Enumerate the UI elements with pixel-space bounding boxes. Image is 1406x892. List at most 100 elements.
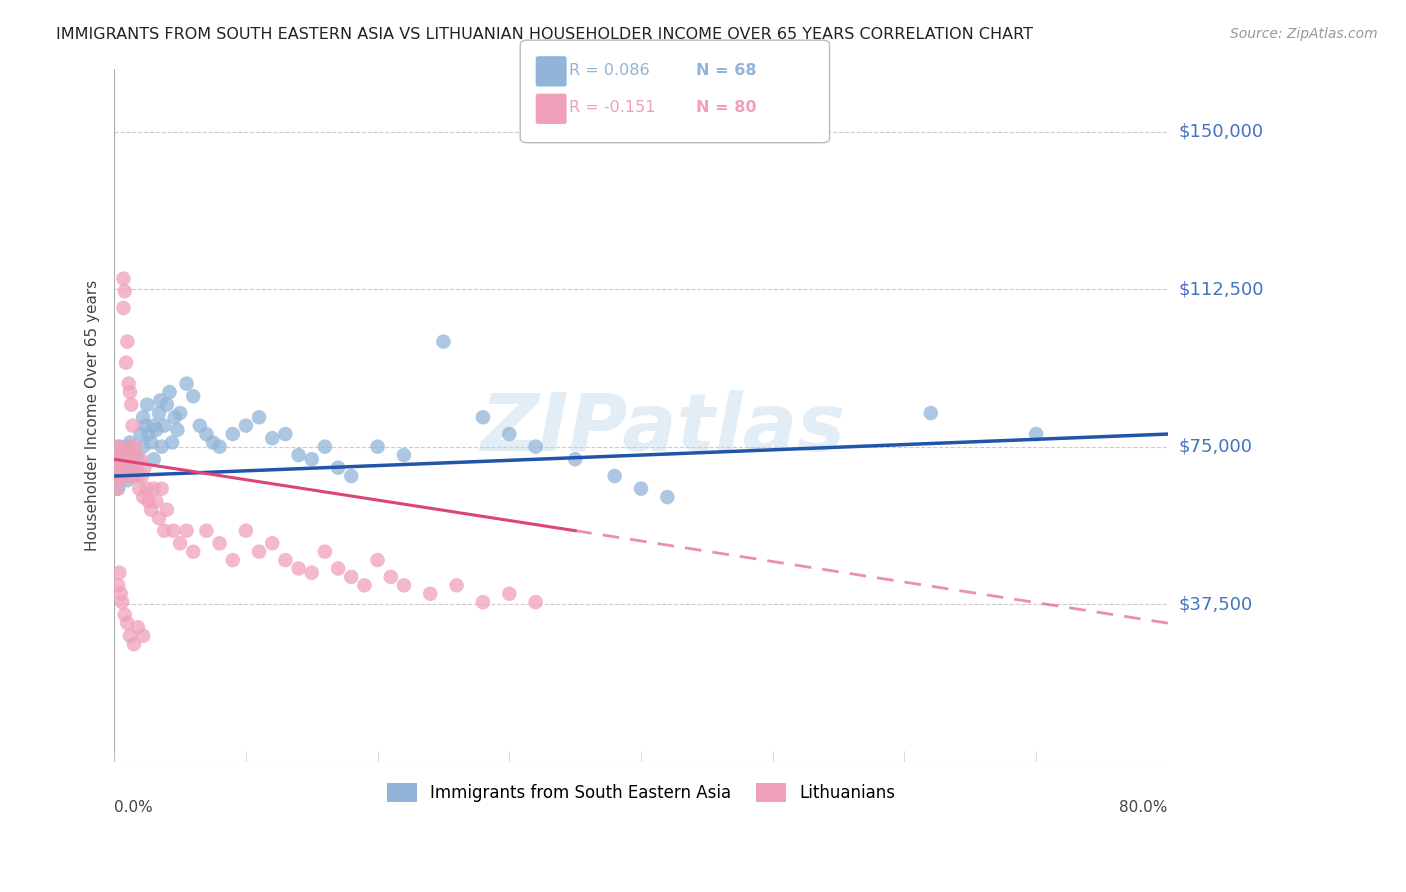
Point (118, 452, 141, 467)
Point (111, 469, 134, 483)
Point (142, 452, 165, 467)
Point (111, 452, 134, 467)
Point (108, 566, 131, 580)
Point (498, 587, 520, 601)
Point (153, 418, 176, 433)
Point (340, 570, 363, 584)
Point (122, 469, 145, 483)
Point (603, 469, 626, 483)
Text: $112,500: $112,500 (1180, 280, 1264, 298)
Point (132, 410, 155, 425)
Point (153, 524, 176, 538)
Text: $75,000: $75,000 (1180, 438, 1253, 456)
Point (156, 398, 179, 412)
Text: IMMIGRANTS FROM SOUTH EASTERN ASIA VS LITHUANIAN HOUSEHOLDER INCOME OVER 65 YEAR: IMMIGRANTS FROM SOUTH EASTERN ASIA VS LI… (56, 27, 1033, 42)
Text: ZIPatlas: ZIPatlas (479, 390, 845, 468)
Point (163, 410, 186, 425)
Point (138, 494, 160, 508)
Point (121, 457, 143, 471)
Point (132, 490, 155, 504)
Point (208, 440, 231, 454)
Point (156, 502, 179, 516)
Point (138, 427, 160, 442)
Point (122, 469, 145, 483)
Point (104, 469, 127, 483)
Point (235, 524, 257, 538)
Point (195, 427, 218, 442)
Text: Source: ZipAtlas.com: Source: ZipAtlas.com (1230, 27, 1378, 41)
Point (139, 502, 162, 516)
Point (117, 616, 139, 631)
Point (367, 440, 389, 454)
Point (127, 452, 149, 467)
Point (380, 570, 402, 584)
Point (472, 595, 495, 609)
Point (129, 452, 152, 467)
Point (107, 460, 129, 475)
Legend: Immigrants from South Eastern Asia, Lithuanians: Immigrants from South Eastern Asia, Lith… (380, 776, 903, 809)
Point (114, 607, 136, 622)
Point (125, 460, 148, 475)
Point (108, 448, 131, 462)
Point (107, 578, 129, 592)
Point (105, 452, 128, 467)
Point (118, 440, 141, 454)
Point (117, 448, 139, 462)
Point (118, 435, 141, 450)
Point (120, 460, 142, 475)
Point (247, 410, 270, 425)
Point (247, 545, 270, 559)
Text: R = -0.151: R = -0.151 (569, 101, 657, 115)
Point (162, 524, 184, 538)
Point (136, 482, 159, 496)
Point (326, 561, 349, 575)
Point (111, 469, 134, 483)
Text: 80.0%: 80.0% (1119, 800, 1168, 815)
Point (139, 435, 162, 450)
Point (132, 440, 155, 454)
Point (110, 460, 132, 475)
Point (149, 393, 172, 408)
Y-axis label: Householder Income Over 65 years: Householder Income Over 65 years (86, 279, 100, 550)
Point (301, 566, 323, 580)
Point (142, 418, 165, 433)
Point (524, 595, 547, 609)
Point (136, 398, 159, 412)
Point (120, 452, 142, 467)
Point (340, 469, 363, 483)
Point (117, 334, 139, 349)
Point (432, 334, 454, 349)
Point (110, 587, 132, 601)
Point (208, 536, 231, 550)
Point (118, 385, 141, 400)
Text: N = 80: N = 80 (696, 101, 756, 115)
Point (160, 435, 183, 450)
Point (148, 511, 170, 525)
Text: $37,500: $37,500 (1180, 595, 1253, 613)
Point (498, 427, 520, 442)
Point (176, 524, 198, 538)
Point (124, 440, 146, 454)
Point (287, 448, 309, 462)
Point (107, 482, 129, 496)
Point (118, 469, 141, 483)
Point (107, 452, 129, 467)
Point (115, 460, 138, 475)
Point (110, 443, 132, 458)
Point (564, 452, 586, 467)
Point (112, 271, 135, 285)
Point (122, 448, 145, 462)
Point (150, 482, 173, 496)
Point (920, 406, 942, 420)
Point (125, 460, 148, 475)
Point (314, 545, 336, 559)
Point (128, 482, 150, 496)
Point (367, 553, 389, 567)
Point (159, 385, 181, 400)
Point (195, 524, 218, 538)
Point (301, 452, 323, 467)
Point (112, 457, 135, 471)
Point (326, 460, 349, 475)
Point (657, 490, 679, 504)
Point (262, 431, 284, 445)
